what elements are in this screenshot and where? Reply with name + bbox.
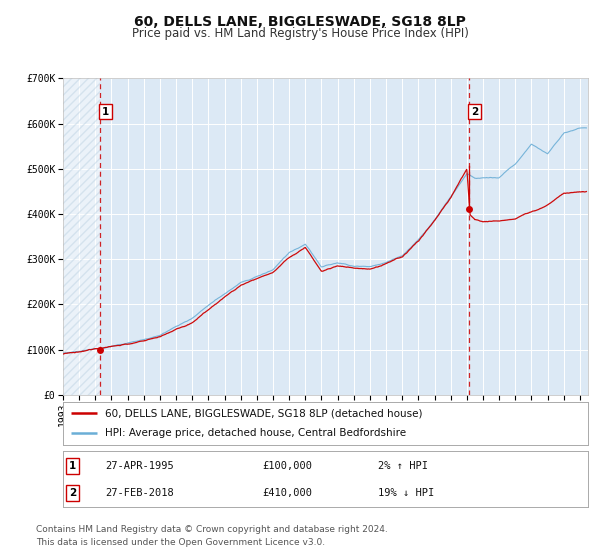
Text: £100,000: £100,000 (263, 461, 313, 471)
Bar (63, 78, 100, 395)
Text: 19% ↓ HPI: 19% ↓ HPI (378, 488, 434, 498)
Text: 1: 1 (69, 461, 76, 471)
Text: 2: 2 (470, 106, 478, 116)
Text: 1: 1 (101, 106, 109, 116)
Text: 2: 2 (69, 488, 76, 498)
Text: 60, DELLS LANE, BIGGLESWADE, SG18 8LP (detached house): 60, DELLS LANE, BIGGLESWADE, SG18 8LP (d… (105, 408, 422, 418)
Text: 27-FEB-2018: 27-FEB-2018 (105, 488, 174, 498)
Text: Price paid vs. HM Land Registry's House Price Index (HPI): Price paid vs. HM Land Registry's House … (131, 27, 469, 40)
Text: 27-APR-1995: 27-APR-1995 (105, 461, 174, 471)
Text: 60, DELLS LANE, BIGGLESWADE, SG18 8LP: 60, DELLS LANE, BIGGLESWADE, SG18 8LP (134, 15, 466, 29)
Text: 2% ↑ HPI: 2% ↑ HPI (378, 461, 428, 471)
Text: £410,000: £410,000 (263, 488, 313, 498)
Text: HPI: Average price, detached house, Central Bedfordshire: HPI: Average price, detached house, Cent… (105, 428, 406, 438)
Text: Contains HM Land Registry data © Crown copyright and database right 2024.: Contains HM Land Registry data © Crown c… (36, 525, 388, 534)
Text: This data is licensed under the Open Government Licence v3.0.: This data is licensed under the Open Gov… (36, 538, 325, 547)
